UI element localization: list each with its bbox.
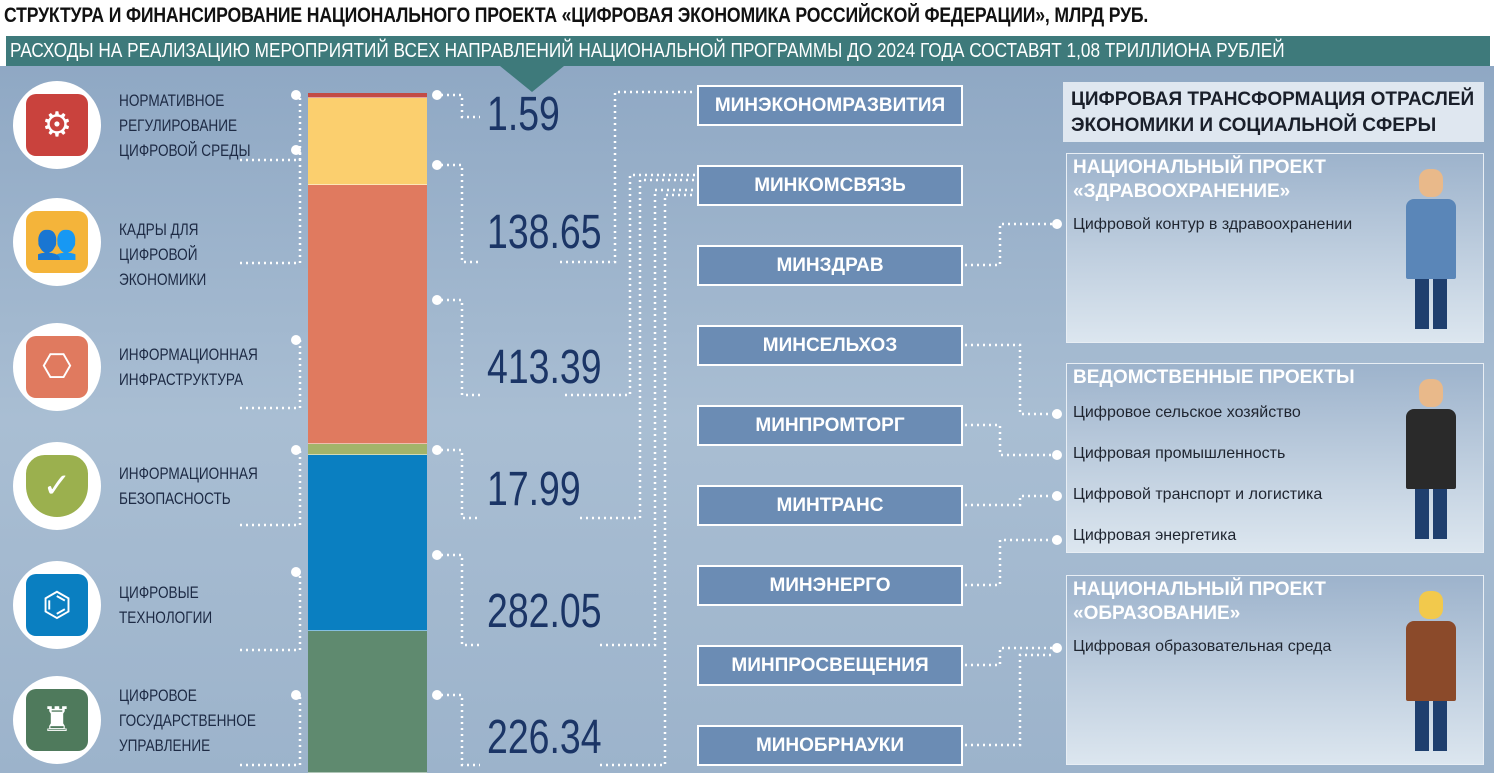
bar-segment — [308, 93, 427, 98]
bar-segment — [308, 631, 427, 773]
ministry-box: МИНТРАНС — [697, 485, 963, 526]
stacked-bar — [308, 93, 427, 773]
value-label: 17.99 — [487, 463, 581, 516]
people-icon-glyph: 👥 — [26, 211, 88, 273]
businessman-icon — [1403, 379, 1459, 544]
people-icon: 👥 — [13, 198, 101, 286]
right-header: ЦИФРОВАЯ ТРАНСФОРМАЦИЯ ОТРАСЛЕЙ ЭКОНОМИК… — [1063, 82, 1484, 142]
bar-segment — [308, 97, 427, 185]
kremlin-icon-glyph: ♜ — [26, 689, 88, 751]
project-item: Цифровой контур в здравоохранении — [1073, 216, 1353, 233]
ministry-box: МИНКОМСВЯЗЬ — [697, 165, 963, 206]
project-panel: НАЦИОНАЛЬНЫЙ ПРОЕКТ «ОБРАЗОВАНИЕ» Цифрова… — [1066, 575, 1484, 765]
subtitle-banner: РАСХОДЫ НА РЕАЛИЗАЦИЮ МЕРОПРИЯТИЙ ВСЕХ Н… — [6, 36, 1490, 66]
ministry-box: МИНЭНЕРГО — [697, 565, 963, 606]
flowchart-icon-glyph: ⎔ — [26, 336, 88, 398]
project-item: Цифровая образовательная среда — [1073, 638, 1332, 655]
ministry-box: МИНСЕЛЬХОЗ — [697, 325, 963, 366]
circuit-icon: ⌬ — [13, 561, 101, 649]
banner-pointer — [500, 66, 564, 92]
project-item: Цифровая промышленность — [1073, 445, 1286, 462]
value-label: 413.39 — [487, 341, 602, 394]
project-item: Цифровой транспорт и логистика — [1073, 486, 1323, 503]
category-label: Цифровые технологии — [119, 583, 213, 627]
category-label: Кадры для цифровой экономики — [119, 220, 207, 289]
panel-title: НАЦИОНАЛЬНЫЙ ПРОЕКТ «ОБРАЗОВАНИЕ» — [1073, 579, 1326, 624]
category-label: Информационная инфраструктура — [119, 345, 258, 389]
value-label: 1.59 — [487, 88, 560, 141]
bar-segment — [308, 184, 427, 444]
panel-title: НАЦИОНАЛЬНЫЙ ПРОЕКТ «ЗДРАВООХРАНЕНИЕ» — [1073, 157, 1326, 202]
value-label: 138.65 — [487, 206, 602, 259]
bar-segment — [308, 443, 427, 455]
ministry-box: МИНЭКОНОМРАЗВИТИЯ — [697, 85, 963, 126]
shield-check-icon: ✓ — [13, 442, 101, 530]
project-panel: ВЕДОМСТВЕННЫЕ ПРОЕКТЫ Цифровое сельское х… — [1066, 363, 1484, 553]
shield-check-icon-glyph: ✓ — [26, 455, 88, 517]
value-label: 282.05 — [487, 585, 602, 638]
ministry-box: МИНЗДРАВ — [697, 245, 963, 286]
panel-title: ВЕДОМСТВЕННЫЕ ПРОЕКТЫ — [1073, 367, 1355, 388]
teacher-icon — [1403, 591, 1459, 756]
bar-segment — [308, 454, 427, 632]
ministry-box: МИНПРОСВЕЩЕНИЯ — [697, 645, 963, 686]
value-label: 226.34 — [487, 711, 602, 764]
circuit-icon-glyph: ⌬ — [26, 574, 88, 636]
category-label: Цифровое государственное управление — [119, 686, 256, 755]
subtitle-text: РАСХОДЫ НА РЕАЛИЗАЦИЮ МЕРОПРИЯТИЙ ВСЕХ Н… — [10, 40, 1285, 62]
project-item: Цифровое сельское хозяйство — [1073, 404, 1301, 421]
flowchart-icon: ⎔ — [13, 323, 101, 411]
settings-window-icon: ⚙ — [13, 81, 101, 169]
project-item: Цифровая энергетика — [1073, 527, 1237, 544]
ministry-box: МИНПРОМТОРГ — [697, 405, 963, 446]
settings-window-icon-glyph: ⚙ — [26, 94, 88, 156]
project-panel: НАЦИОНАЛЬНЫЙ ПРОЕКТ «ЗДРАВООХРАНЕНИЕ» Циф… — [1066, 153, 1484, 343]
doctor-icon — [1403, 169, 1459, 334]
category-label: Нормативное регулирование цифровой среды — [119, 91, 251, 160]
category-label: Информационная безопасность — [119, 464, 258, 508]
ministry-box: МИНОБРНАУКИ — [697, 725, 963, 766]
page-title: СТРУКТУРА И ФИНАНСИРОВАНИЕ НАЦИОНАЛЬНОГО… — [4, 4, 1149, 27]
kremlin-icon: ♜ — [13, 676, 101, 764]
